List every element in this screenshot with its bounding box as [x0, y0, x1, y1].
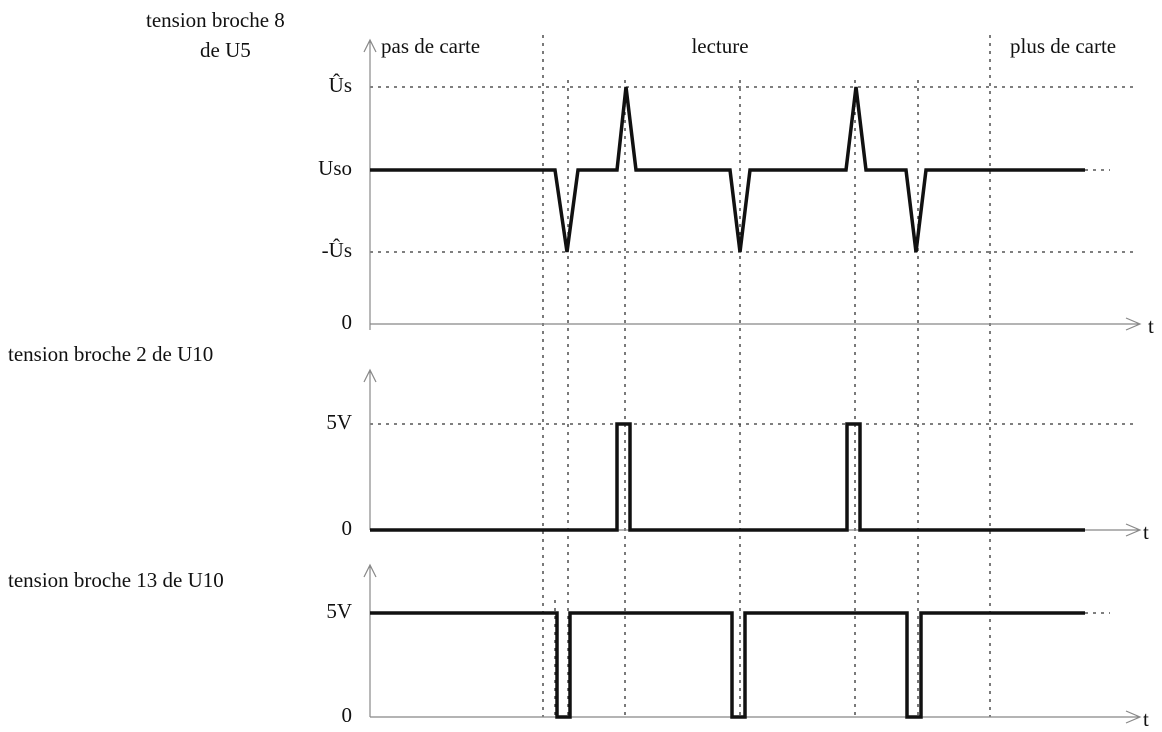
- panel-title: tension broche 8: [146, 8, 285, 32]
- level-label: 5V: [326, 599, 352, 623]
- axis-label: t: [1148, 314, 1154, 338]
- panel-title: tension broche 2 de U10: [8, 342, 213, 366]
- level-label: Uso: [318, 156, 352, 180]
- waveform-3: [370, 611, 1085, 719]
- axes: [363, 38, 1142, 724]
- level-lines: [370, 86, 1135, 614]
- axis-label: t: [1143, 707, 1149, 731]
- level-label: 0: [342, 310, 353, 334]
- panel-title: de U5: [200, 38, 251, 62]
- phase-label: plus de carte: [1010, 34, 1116, 58]
- level-label: 0: [342, 516, 353, 540]
- waveform-1: [370, 86, 1085, 253]
- phase-label: lecture: [691, 34, 748, 58]
- level-label: -Ûs: [322, 238, 352, 262]
- axis-label: t: [1143, 520, 1149, 544]
- waveform-2: [370, 422, 1085, 532]
- phase-label: pas de carte: [381, 34, 480, 58]
- panel-title: tension broche 13 de U10: [8, 568, 224, 592]
- level-label: 5V: [326, 410, 352, 434]
- phase-lines: [542, 35, 991, 717]
- level-label: Ûs: [329, 73, 352, 97]
- level-label: 0: [342, 703, 353, 727]
